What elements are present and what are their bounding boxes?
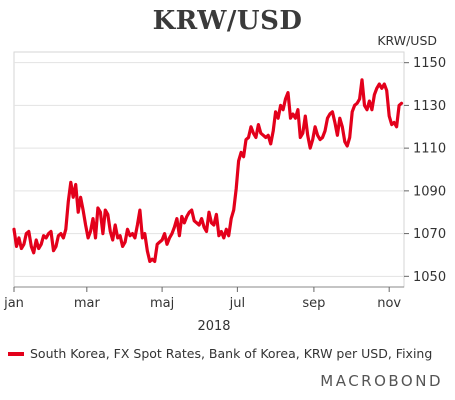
x-tick-label: maj bbox=[150, 296, 174, 311]
y-tick-label: 1110 bbox=[413, 142, 446, 157]
y-axis-label: KRW/USD bbox=[377, 33, 437, 48]
plot-frame bbox=[13, 51, 405, 288]
x-tick-label: jan bbox=[3, 296, 24, 311]
y-tick-label: 1050 bbox=[413, 270, 446, 285]
x-tick-label: mar bbox=[74, 296, 101, 311]
x-tick-label: nov bbox=[377, 296, 401, 311]
legend-label: South Korea, FX Spot Rates, Bank of Kore… bbox=[30, 346, 433, 361]
y-tick-label: 1150 bbox=[413, 56, 446, 71]
x-tick-label: sep bbox=[302, 296, 325, 311]
legend-swatch bbox=[8, 351, 24, 356]
macrobond-logo: MACROBOND bbox=[320, 372, 443, 390]
x-tick-label: jul bbox=[229, 296, 245, 311]
y-tick-label: 1090 bbox=[413, 184, 446, 199]
series-line bbox=[12, 78, 404, 263]
legend: South Korea, FX Spot Rates, Bank of Kore… bbox=[8, 346, 448, 361]
y-tick-label: 1070 bbox=[413, 227, 446, 242]
y-tick-label: 1130 bbox=[413, 99, 446, 114]
chart-title: KRW/USD bbox=[152, 6, 303, 36]
x-axis-label: 2018 bbox=[197, 319, 230, 334]
